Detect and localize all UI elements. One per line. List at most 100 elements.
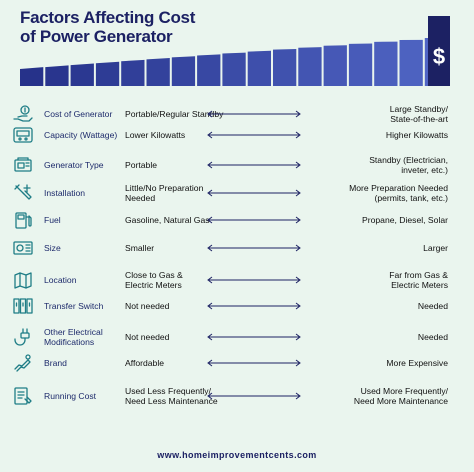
- maintenance-icon: [12, 385, 34, 407]
- fuel-pump-icon: [12, 209, 34, 231]
- cost-bar: [222, 52, 246, 86]
- high-cost-value-line: Larger: [423, 243, 448, 253]
- factor-label: Fuel: [44, 215, 126, 225]
- dollar-sign: $: [433, 44, 445, 69]
- low-cost-value: Not needed: [125, 332, 225, 342]
- high-cost-value: Larger: [318, 243, 448, 253]
- factor-label: Other Electrical Modifications: [44, 327, 126, 347]
- footer-url: www.homeimprovementcents.com: [157, 450, 317, 460]
- high-cost-value: Higher Kilowatts: [318, 130, 448, 140]
- factor-label-line: Installation: [44, 188, 86, 198]
- factor-label-line: Modifications: [44, 337, 95, 347]
- high-cost-value: Standby (Electrician, inveter, etc.): [318, 155, 448, 175]
- high-cost-value: Far from Gas & Electric Meters: [318, 270, 448, 290]
- high-cost-value-line: State-of-the-art: [390, 114, 448, 124]
- double-arrow-icon: [207, 189, 301, 197]
- hand-coin-icon: [12, 103, 34, 125]
- high-cost-value-line: (permits, tank, etc.): [374, 193, 448, 203]
- low-cost-value: Portable: [125, 160, 225, 170]
- cost-bar: [273, 48, 297, 86]
- low-cost-value-line: Electric Meters: [125, 280, 182, 290]
- factor-label: Brand: [44, 358, 126, 368]
- cost-bar: [197, 54, 221, 86]
- factor-label: Installation: [44, 188, 126, 198]
- cost-bar: [20, 67, 44, 86]
- low-cost-value-line: Gasoline, Natural Gas: [125, 215, 210, 225]
- cost-bar: [323, 45, 347, 86]
- double-arrow-icon: [207, 392, 301, 400]
- factor-label-line: Cost of Generator: [44, 109, 113, 119]
- factor-label: Running Cost: [44, 391, 126, 401]
- cost-bar: [247, 50, 271, 86]
- factor-label: Cost of Generator: [44, 109, 126, 119]
- double-arrow-icon: [207, 216, 301, 224]
- high-cost-value: Large Standby/State-of-the-art: [318, 104, 448, 124]
- factor-label: Location: [44, 275, 126, 285]
- high-cost-value-line: Used More Frequently/: [360, 386, 448, 396]
- high-cost-value-line: Needed: [417, 332, 448, 342]
- page-title: Factors Affecting Cost of Power Generato…: [20, 8, 195, 46]
- high-cost-value: More Expensive: [318, 358, 448, 368]
- low-cost-value-line: Portable/Regular Standby: [125, 109, 224, 119]
- double-arrow-icon: [207, 131, 301, 139]
- cost-bar: [146, 58, 170, 86]
- brand-hand-icon: [12, 352, 34, 374]
- cost-bar: [45, 65, 69, 86]
- factor-label-line: Other Electrical: [44, 327, 103, 337]
- low-cost-value: Not needed: [125, 301, 225, 311]
- low-cost-value-line: Needed: [125, 193, 156, 203]
- high-cost-value: Propane, Diesel, Solar: [318, 215, 448, 225]
- high-cost-value-line: More Expensive: [386, 358, 448, 368]
- factor-label-line: Transfer Switch: [44, 301, 104, 311]
- meter-icon: [12, 124, 34, 146]
- low-cost-value-line: Affordable: [125, 358, 165, 368]
- low-cost-value: Used Less Frequently/Need Less Maintenan…: [125, 386, 225, 406]
- factor-label: Size: [44, 243, 126, 253]
- factor-label-line: Fuel: [44, 215, 61, 225]
- location-map-icon: [12, 269, 34, 291]
- cost-bar: [121, 59, 145, 86]
- factor-label: Generator Type: [44, 160, 126, 170]
- generator-size-icon: [12, 237, 34, 259]
- double-arrow-icon: [207, 302, 301, 310]
- low-cost-value-line: Portable: [125, 160, 158, 170]
- low-cost-value: Portable/Regular Standby: [125, 109, 225, 119]
- low-cost-value-line: Smaller: [125, 243, 155, 253]
- low-cost-value-line: Used Less Frequently/: [125, 386, 211, 396]
- factor-label-line: Location: [44, 275, 77, 285]
- factor-label: Capacity (Wattage): [44, 130, 126, 140]
- cost-bar: [70, 63, 94, 86]
- high-cost-value-line: Standby (Electrician,: [369, 155, 448, 165]
- cost-bar: [399, 39, 423, 86]
- double-arrow-icon: [207, 276, 301, 284]
- low-cost-value: Affordable: [125, 358, 225, 368]
- low-cost-value-line: Little/No Preparation: [125, 183, 204, 193]
- factor-label-line: Size: [44, 243, 61, 253]
- high-cost-value: More Preparation Needed (permits, tank, e…: [318, 183, 448, 203]
- low-cost-value-line: Not needed: [125, 332, 170, 342]
- high-cost-value-line: More Preparation Needed: [349, 183, 448, 193]
- cost-bar: [374, 41, 398, 86]
- double-arrow-icon: [207, 333, 301, 341]
- high-cost-value-line: inveter, etc.): [401, 165, 448, 175]
- factor-label-line: Generator Type: [44, 160, 104, 170]
- high-cost-value-line: Far from Gas &: [389, 270, 448, 280]
- high-cost-value: Needed: [318, 332, 448, 342]
- cost-bar-highest: [428, 16, 450, 86]
- factor-label-line: Running Cost: [44, 391, 97, 401]
- cost-bar: [95, 61, 120, 86]
- factor-label-line: Brand: [44, 358, 67, 368]
- low-cost-value: Smaller: [125, 243, 225, 253]
- low-cost-value: Little/No Preparation Needed: [125, 183, 225, 203]
- electric-plug-icon: [12, 326, 34, 348]
- title-line-2: of Power Generator: [20, 27, 173, 46]
- low-cost-value: Lower Kilowatts: [125, 130, 225, 140]
- cost-bar: [171, 56, 196, 86]
- double-arrow-icon: [207, 161, 301, 169]
- transfer-switch-icon: [12, 295, 34, 317]
- high-cost-value-line: Large Standby/: [389, 104, 448, 114]
- high-cost-value-line: Needed: [417, 301, 448, 311]
- double-arrow-icon: [207, 110, 301, 118]
- title-line-1: Factors Affecting Cost: [20, 8, 196, 27]
- high-cost-value-line: Propane, Diesel, Solar: [362, 215, 448, 225]
